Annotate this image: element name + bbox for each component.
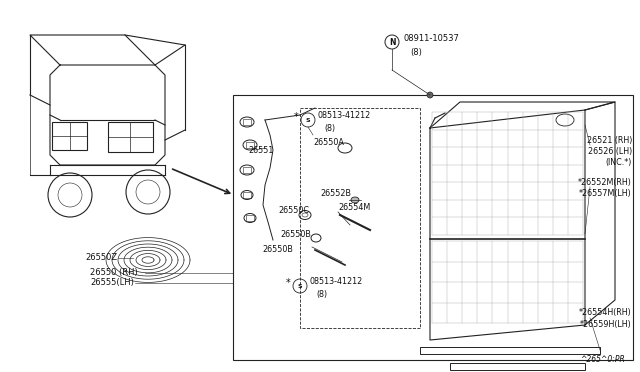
Text: 26554M: 26554M: [338, 202, 371, 212]
Text: 08513-41212: 08513-41212: [318, 110, 371, 119]
Text: *: *: [294, 112, 298, 122]
Text: *: *: [285, 278, 291, 288]
Text: 26550A: 26550A: [313, 138, 344, 147]
Ellipse shape: [351, 197, 359, 203]
Text: S: S: [306, 118, 310, 122]
Text: (8): (8): [324, 124, 335, 132]
Text: *26554H(RH): *26554H(RH): [579, 308, 632, 317]
Text: (8): (8): [410, 48, 422, 57]
Bar: [243, 167, 251, 173]
Text: 26550 (RH): 26550 (RH): [90, 269, 138, 278]
Text: (INC.*): (INC.*): [605, 157, 632, 167]
Bar: [246, 215, 254, 221]
Text: *26557M(LH): *26557M(LH): [579, 189, 632, 198]
Text: ^265^0:PR: ^265^0:PR: [580, 356, 625, 365]
Text: S: S: [298, 283, 302, 289]
Bar: [108, 122, 153, 152]
Text: 26521 (RH): 26521 (RH): [587, 135, 632, 144]
Text: N: N: [388, 38, 396, 46]
Text: 26550B: 26550B: [280, 230, 311, 238]
Bar: [420, 347, 600, 354]
Text: *26552M(RH): *26552M(RH): [578, 177, 632, 186]
Bar: [246, 142, 254, 148]
Text: 26551: 26551: [248, 145, 273, 154]
Bar: [233, 95, 633, 360]
Circle shape: [427, 92, 433, 98]
Bar: [450, 363, 585, 370]
Text: *26559H(LH): *26559H(LH): [580, 320, 632, 328]
Text: 08911-10537: 08911-10537: [404, 33, 460, 42]
Text: 26550B: 26550B: [262, 244, 293, 253]
Text: 26550C: 26550C: [278, 205, 309, 215]
Bar: [52, 122, 87, 150]
Text: 26552B: 26552B: [320, 189, 351, 198]
Text: 08513-41212: 08513-41212: [310, 276, 364, 285]
Bar: [243, 119, 251, 125]
Bar: [300, 108, 420, 328]
Text: 26555(LH): 26555(LH): [90, 279, 134, 288]
Bar: [243, 192, 251, 198]
Text: 26550Z: 26550Z: [85, 253, 117, 263]
Text: 26526 (LH): 26526 (LH): [588, 147, 632, 155]
Text: (8): (8): [316, 289, 327, 298]
